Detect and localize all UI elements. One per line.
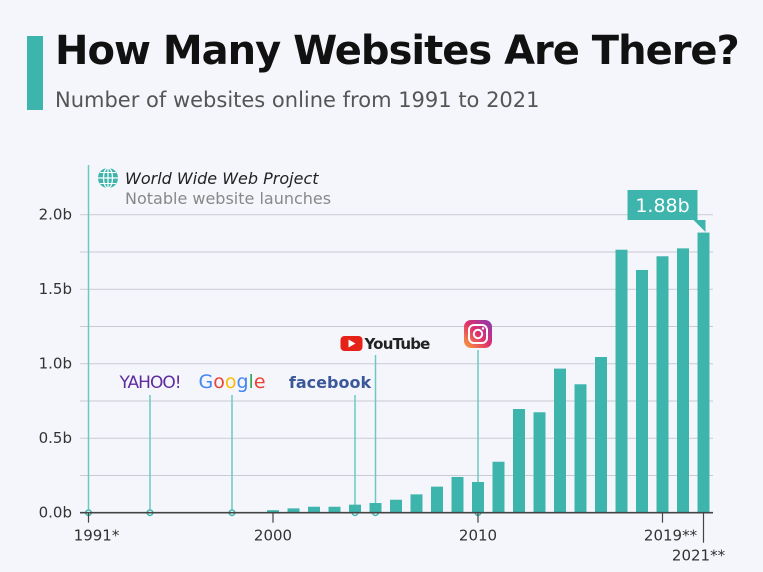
bar-2003: [328, 506, 341, 513]
x-tick-label: 1991*: [74, 527, 120, 545]
bar-2012: [513, 408, 525, 513]
bar-2004: [349, 504, 361, 513]
bar-2020: [677, 248, 689, 513]
x-tick-label: 2019**: [644, 527, 698, 545]
bar-2015: [574, 384, 587, 513]
x-tick-label: 2010: [459, 527, 497, 545]
callout-box: [627, 190, 698, 220]
y-tick-label: 1.0b: [39, 355, 72, 373]
chart-title: How Many Websites Are There?: [55, 28, 740, 74]
globe-icon: [98, 167, 118, 189]
instagram-icon: Instagram: [464, 320, 492, 348]
bar-2002: [308, 506, 320, 513]
bar-2001: [287, 508, 300, 513]
yahoo-logo: YAHOO!: [118, 373, 180, 393]
bar-2010: [472, 482, 484, 513]
google-logo: Google: [198, 371, 265, 393]
bar-2021: [697, 232, 710, 513]
y-tick-label: 0.5b: [39, 429, 72, 447]
legend-title: World Wide Web Project: [125, 169, 319, 188]
bar-2013: [533, 412, 546, 513]
y-tick-label: 0.0b: [39, 504, 72, 522]
bar-2008: [431, 486, 443, 513]
youtube-logo: YouTube: [340, 335, 431, 353]
callout-pointer: [693, 220, 706, 232]
bar-2005: [369, 503, 382, 513]
chart-subtitle: Number of websites online from 1991 to 2…: [55, 88, 540, 112]
y-tick-label: 2.0b: [39, 206, 72, 224]
annotation-yahoo: YAHOO!: [118, 373, 182, 517]
callout-value: 1.88b: [635, 195, 689, 217]
bar-2017: [615, 249, 628, 513]
y-tick-label: 1.5b: [39, 280, 72, 298]
bar-2006: [390, 499, 402, 513]
legend: World Wide Web Project Notable website l…: [98, 167, 331, 208]
bar-2019: [656, 256, 669, 513]
annotation-youtube: YouTube: [340, 335, 431, 517]
bar-2016: [595, 356, 607, 513]
bar-2014: [554, 368, 566, 513]
bar-2007: [410, 494, 423, 513]
bar-2009: [451, 476, 464, 513]
bar-2011: [492, 461, 505, 513]
annotation-google: Google: [198, 371, 266, 517]
x-axis: 1991* 2000 2010 2019** 2021**: [74, 511, 726, 565]
bar-2000: [267, 510, 279, 513]
annotation-facebook: facebook: [289, 373, 372, 517]
bar-2018: [636, 269, 648, 513]
facebook-logo: facebook: [289, 373, 372, 392]
y-axis: 0.0b 0.5b 1.0b 1.5b 2.0b: [39, 206, 72, 522]
annotation-globe: [84, 165, 92, 517]
value-callout: 1.88b: [627, 190, 706, 232]
annotations: YAHOO! Google facebook YouTube Instagram: [84, 165, 492, 517]
x-tick-label: 2021**: [672, 547, 726, 565]
title-accent-bar: [27, 36, 43, 110]
svg-text:YouTube: YouTube: [364, 335, 431, 353]
bars: [267, 232, 710, 513]
legend-subtitle: Notable website launches: [125, 189, 331, 208]
x-tick-label: 2000: [254, 527, 292, 545]
gridlines: [80, 214, 713, 476]
